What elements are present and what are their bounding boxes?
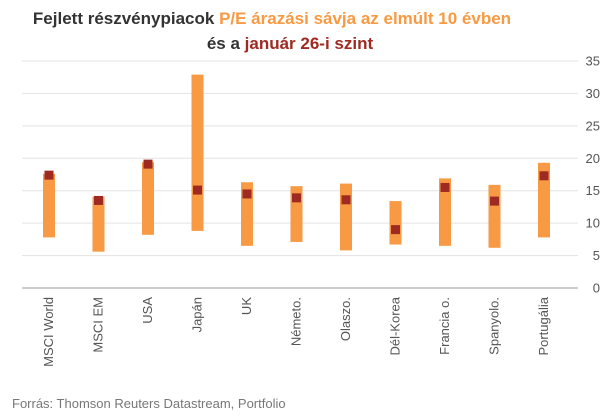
- category-label: MSCI World: [41, 297, 56, 367]
- range-bar: [92, 196, 105, 252]
- category-label: Japán: [190, 297, 205, 332]
- category-label: UK: [239, 297, 254, 315]
- current-level-marker: [490, 196, 499, 206]
- category-label: Francia o.: [437, 297, 452, 355]
- range-bars: [43, 74, 550, 252]
- range-bar: [389, 201, 402, 245]
- current-level-marker: [440, 182, 450, 192]
- y-tick-labels: 0 5 10 15 20 25 30 35: [586, 54, 600, 296]
- chart-title: Fejlett részvénypiacok P/E árazási sávja…: [33, 9, 511, 28]
- category-label: MSCI EM: [91, 297, 106, 353]
- y-tick-label: 0: [593, 281, 600, 296]
- title-part-1: Fejlett részvénypiacok: [33, 9, 219, 28]
- y-tick-label: 20: [586, 151, 600, 166]
- category-label: Németo.: [289, 297, 304, 346]
- category-label: Dél-Korea: [388, 296, 403, 355]
- range-bar: [191, 74, 204, 231]
- chart-subtitle: és a január 26-i szint: [207, 34, 374, 53]
- range-bar: [142, 162, 154, 235]
- current-level-marker: [539, 171, 549, 181]
- y-tick-label: 10: [586, 216, 600, 231]
- subtitle-part-1: és a: [207, 34, 245, 53]
- current-level-marker: [143, 159, 153, 169]
- range-bar: [488, 184, 501, 248]
- current-level-marker: [94, 195, 103, 205]
- category-label: Portugália: [536, 296, 551, 355]
- range-bar: [340, 183, 352, 251]
- current-level-marker: [193, 185, 202, 195]
- category-label: USA: [140, 297, 155, 324]
- current-level-marker: [292, 193, 301, 203]
- source-note: Forrás: Thomson Reuters Datastream, Port…: [12, 396, 286, 411]
- title-part-2: P/E árazási sávja az elmúlt 10 évben: [219, 9, 511, 28]
- range-bar: [43, 173, 55, 238]
- range-bar: [538, 162, 550, 238]
- category-labels: MSCI World MSCI EM USA Japán UK Németo. Olaszo…: [41, 296, 551, 367]
- y-tick-label: 25: [586, 118, 600, 133]
- category-label: Olaszo.: [338, 297, 353, 341]
- range-bar: [439, 178, 451, 246]
- grid-lines: [22, 60, 578, 289]
- current-level-marker: [391, 225, 400, 235]
- y-tick-label: 35: [586, 54, 600, 69]
- current-level-markers: [44, 159, 549, 235]
- y-tick-label: 15: [586, 183, 600, 198]
- category-label: Spanyolo.: [487, 297, 502, 355]
- subtitle-part-2: január 26-i szint: [244, 34, 374, 53]
- y-tick-label: 30: [586, 86, 600, 101]
- current-level-marker: [341, 195, 351, 205]
- current-level-marker: [44, 170, 54, 180]
- current-level-marker: [242, 189, 252, 199]
- y-tick-label: 5: [593, 248, 600, 263]
